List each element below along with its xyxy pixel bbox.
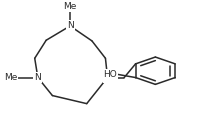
Text: N: N: [34, 73, 41, 82]
Text: HO: HO: [103, 70, 117, 79]
Text: Me: Me: [4, 73, 17, 82]
Text: N: N: [104, 73, 111, 82]
Text: N: N: [67, 21, 74, 30]
Text: Me: Me: [63, 2, 77, 11]
